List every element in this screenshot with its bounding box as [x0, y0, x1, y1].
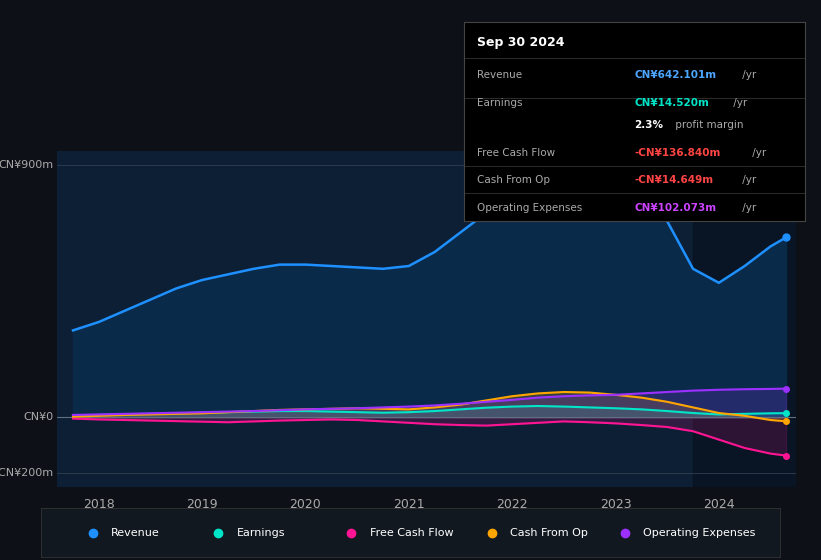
- Text: /yr: /yr: [739, 203, 756, 213]
- Text: Operating Expenses: Operating Expenses: [478, 203, 583, 213]
- Text: Free Cash Flow: Free Cash Flow: [478, 148, 556, 157]
- Text: Free Cash Flow: Free Cash Flow: [370, 528, 453, 538]
- Text: CN¥900m: CN¥900m: [0, 160, 54, 170]
- Text: Revenue: Revenue: [112, 528, 160, 538]
- Text: CN¥0: CN¥0: [24, 412, 54, 422]
- Text: /yr: /yr: [739, 175, 756, 185]
- Text: Earnings: Earnings: [237, 528, 286, 538]
- Text: CN¥14.520m: CN¥14.520m: [635, 98, 709, 108]
- Text: profit margin: profit margin: [672, 120, 744, 130]
- Text: Earnings: Earnings: [478, 98, 523, 108]
- Bar: [693, 151, 812, 487]
- Text: CN¥102.073m: CN¥102.073m: [635, 203, 717, 213]
- Text: CN¥642.101m: CN¥642.101m: [635, 70, 717, 80]
- Text: -CN¥136.840m: -CN¥136.840m: [635, 148, 721, 157]
- Text: -CN¥14.649m: -CN¥14.649m: [635, 175, 713, 185]
- Text: /yr: /yr: [739, 70, 756, 80]
- Text: Revenue: Revenue: [478, 70, 523, 80]
- Text: Operating Expenses: Operating Expenses: [644, 528, 755, 538]
- Text: -CN¥200m: -CN¥200m: [0, 468, 54, 478]
- Text: /yr: /yr: [749, 148, 766, 157]
- Text: 2.3%: 2.3%: [635, 120, 663, 130]
- Text: Cash From Op: Cash From Op: [511, 528, 588, 538]
- Text: Cash From Op: Cash From Op: [478, 175, 551, 185]
- Text: /yr: /yr: [730, 98, 747, 108]
- Text: Sep 30 2024: Sep 30 2024: [478, 36, 565, 49]
